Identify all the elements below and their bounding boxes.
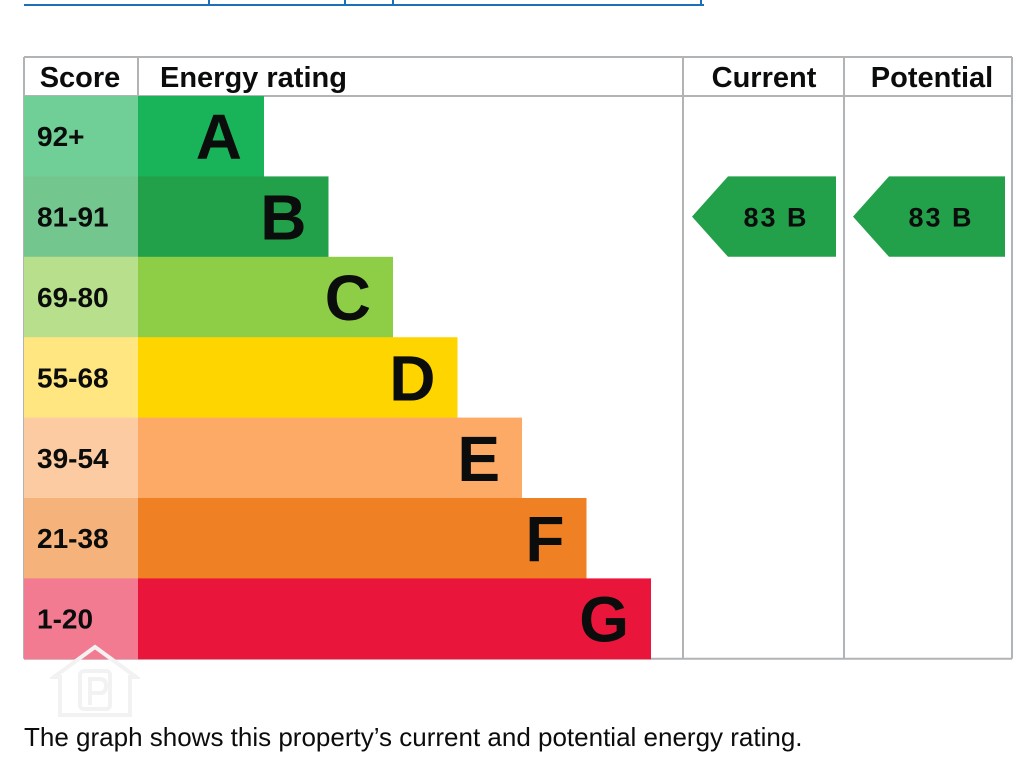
band-letter-f: F [525,503,564,575]
score-cell-d [24,337,138,419]
band-bar-f [138,498,587,579]
score-cell-b [24,176,138,258]
score-label-d: 55-68 [37,362,109,393]
band-letter-c: C [325,262,371,334]
header-potential: Potential [871,62,993,94]
score-cell-g [24,578,138,660]
header-score: Score [40,62,121,94]
band-letter-g: G [579,584,629,656]
band-letter-a: A [196,101,242,173]
header-current: Current [712,62,817,94]
link-separator [344,0,346,4]
score-cell-c [24,256,138,338]
link-separator [208,0,210,4]
score-label-f: 21-38 [37,523,109,554]
score-label-a: 92+ [37,121,85,152]
current-rating-arrow [692,176,836,257]
energy-rating-chart: Score Energy rating Current Potential 92… [23,56,1013,660]
band-bar-e [138,417,522,499]
rating-bands: 92+ A 81-91 B 69-80 C 55-68 D 39-54 E 21-38 F 1-20 G [24,96,651,660]
potential-rating-label: 83 B [908,203,973,233]
band-bar-b [138,176,329,258]
score-label-b: 81-91 [37,202,109,233]
band-letter-e: E [457,423,500,495]
band-letter-b: B [260,182,306,254]
score-label-g: 1-20 [37,604,93,635]
band-bar-g [138,578,651,660]
link-separator [700,0,702,4]
score-cell-a [24,96,138,177]
score-label-e: 39-54 [37,443,109,474]
current-rating-label: 83 B [743,203,808,233]
score-label-c: 69-80 [37,282,109,313]
rating-arrows: 83 B 83 B [692,176,1005,257]
band-letter-d: D [389,342,435,414]
band-bar-c [138,256,393,338]
header-energy-rating: Energy rating [160,62,347,94]
watermark-logo-icon [50,644,140,717]
score-cell-f [24,498,138,579]
potential-rating-arrow [853,176,1005,257]
chart-caption: The graph shows this property’s current … [24,722,803,752]
band-bar-d [138,337,458,419]
link-separator [392,0,394,4]
link-underline[interactable] [24,0,704,6]
score-cell-e [24,417,138,499]
band-bar-a [138,96,264,177]
